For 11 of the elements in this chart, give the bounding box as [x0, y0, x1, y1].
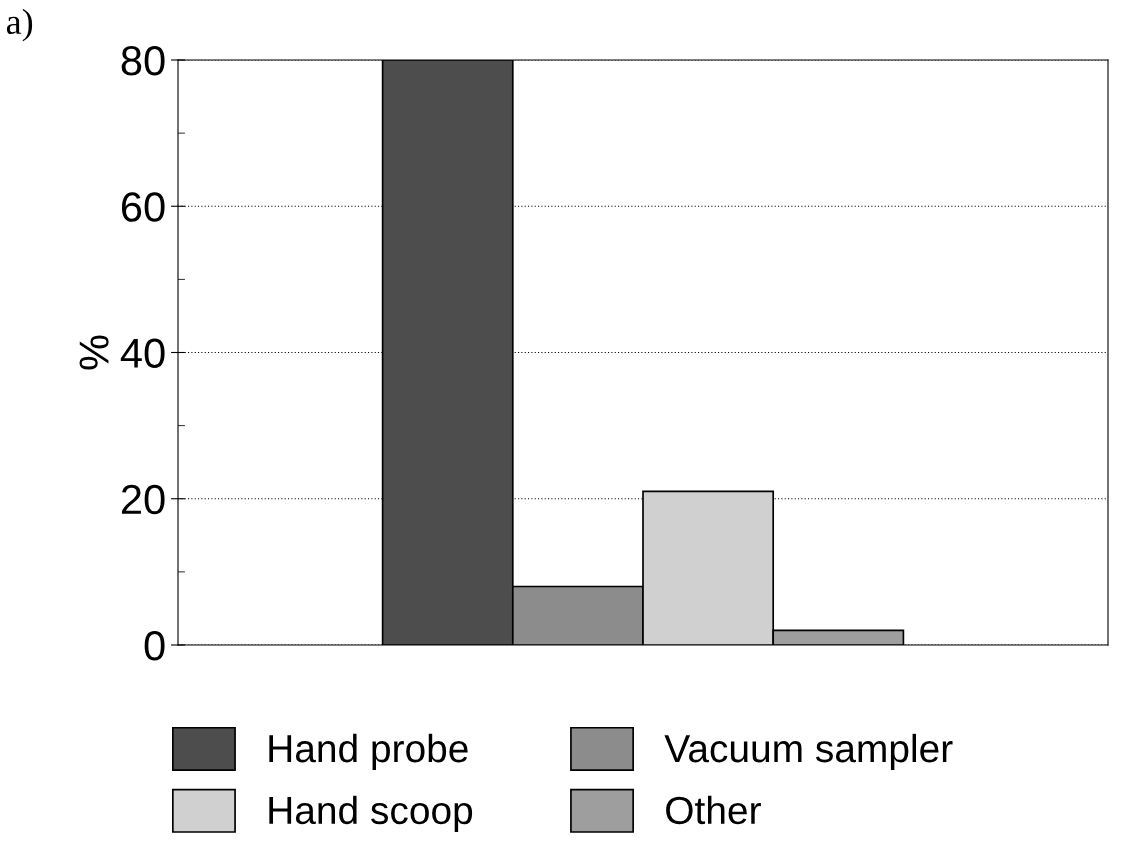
- legend-label: Other: [666, 795, 761, 825]
- y-tick-label: 40: [120, 338, 165, 369]
- text: a): [6, 8, 33, 42]
- y-tick-label: 80: [121, 46, 165, 76]
- y-axis-title: %: [79, 335, 109, 370]
- y-tick-label: 20: [121, 484, 165, 515]
- legend-label: Vacuum sampler: [664, 733, 953, 771]
- legend-label: Hand scoop: [269, 795, 473, 832]
- legend-label: Hand probe: [269, 733, 468, 771]
- y-tick-label: 0: [144, 631, 165, 661]
- y-tick-label: 60: [121, 192, 165, 222]
